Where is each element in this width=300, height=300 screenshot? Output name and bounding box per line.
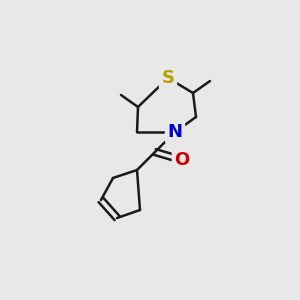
Text: N: N [167, 123, 182, 141]
Text: O: O [174, 151, 190, 169]
Text: S: S [161, 69, 175, 87]
